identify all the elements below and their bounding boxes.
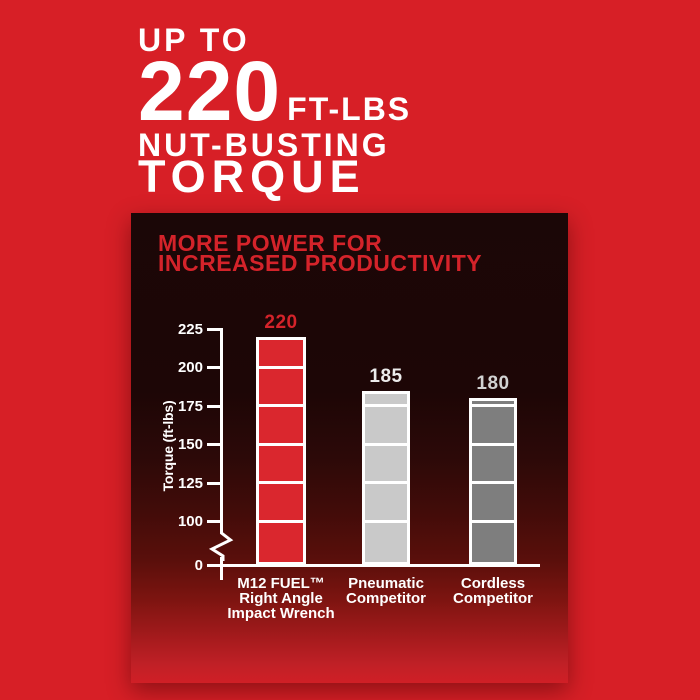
headline-torque: TORQUE [138, 151, 366, 202]
headline-big-number: 220 [138, 44, 282, 138]
chart-title-line1: MORE POWER FOR [158, 230, 383, 256]
headline-big-row: 220 FT-LBS [138, 49, 411, 133]
chart-panel: MORE POWER FOR INCREASED PRODUCTIVITY [131, 213, 568, 683]
headline-up-to: UP TO [138, 22, 250, 58]
chart-title: MORE POWER FOR INCREASED PRODUCTIVITY [158, 230, 483, 276]
chart-title-line2: INCREASED PRODUCTIVITY [158, 250, 483, 276]
headline-unit: FT-LBS [287, 91, 412, 127]
headline-nut-busting: NUT-BUSTING [138, 127, 390, 163]
